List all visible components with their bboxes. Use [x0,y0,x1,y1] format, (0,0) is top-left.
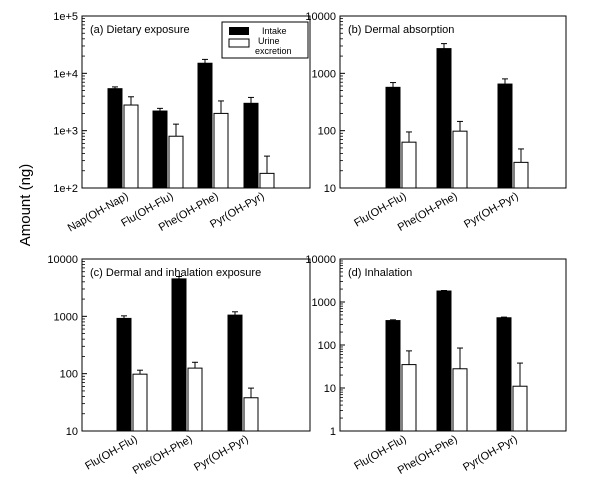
plot-frame [81,15,311,189]
y-tick-label: 10 [324,183,336,195]
legend-label-intake: Intake [262,26,287,36]
y-tick-label: 1e+5 [53,11,78,23]
y-tick-label: 100 [318,340,336,352]
bar-intake [385,86,401,189]
bar-intake [436,48,452,189]
y-tick-label: 10000 [305,11,336,23]
legend-swatch-urine [228,38,250,48]
bar-urine-excretion [243,397,259,432]
panel-b: (b) Dermal absorption10100100010000Flu(O… [305,11,567,234]
y-tick-label: 100 [60,369,78,381]
panel-title: (a) Dietary exposure [90,24,190,36]
bar-urine-excretion [259,172,275,189]
bar-intake [171,278,187,432]
y-tick-label: 1e+4 [53,68,78,80]
x-category-label: Pyr(OH-Pyr) [192,433,250,474]
y-tick-label: 10000 [47,254,78,266]
bar-intake [497,83,513,189]
y-tick-label: 100 [318,126,336,138]
bar-urine-excretion [452,368,468,432]
bar-urine-excretion [512,385,528,432]
y-tick-label: 1000 [312,68,336,80]
bar-urine-excretion [168,135,184,189]
legend-label-urine-line1: Urine [258,36,280,46]
bar-urine-excretion [213,112,229,189]
bar-urine-excretion [187,367,203,432]
bar-urine-excretion [401,364,417,432]
y-tick-label: 1 [330,426,336,438]
y-tick-label: 1000 [54,311,78,323]
x-category-label: Phe(OH-Phe) [131,433,195,477]
y-tick-label: 1e+2 [53,183,78,195]
bar-intake [385,320,401,432]
panel-title: (c) Dermal and inhalation exposure [90,267,261,279]
bar-intake [152,110,168,189]
legend-swatch-intake [229,27,249,35]
bar-intake [243,102,259,189]
legend: Intake Urine excretion [221,21,309,59]
panel-title: (b) Dermal absorption [348,24,454,36]
legend-label-urine-line2: excretion [255,46,292,56]
y-tick-label: 10 [66,426,78,438]
panel-d: (d) Inhalation110100100010000Flu(OH-Flu)… [305,254,567,477]
bar-urine-excretion [452,130,468,189]
panel-title: (d) Inhalation [348,267,412,279]
bar-urine-excretion [401,141,417,189]
x-category-label: Nap(OH-Nap) [66,190,131,234]
y-tick-label: 10000 [305,254,336,266]
bar-intake [436,290,452,432]
panel-c: (c) Dermal and inhalation exposure 10 100 1… [47,254,311,477]
y-axis-label: Amount (ng) [17,164,34,247]
bar-intake [116,317,132,432]
bar-urine-excretion [513,161,529,189]
x-category-label: Pyr(OH-Pyr) [462,190,520,231]
y-tick-label: 1000 [312,297,336,309]
bar-urine-excretion [132,373,148,432]
bar-urine-excretion [123,104,139,189]
bar-intake [496,317,512,432]
y-tick-label: 10 [324,383,336,395]
bar-intake [197,62,213,189]
y-tick-label: 1e+3 [53,126,78,138]
x-category-label: Pyr(OH-Pyr) [461,433,519,474]
bar-intake [227,314,243,432]
bar-intake [107,88,123,189]
